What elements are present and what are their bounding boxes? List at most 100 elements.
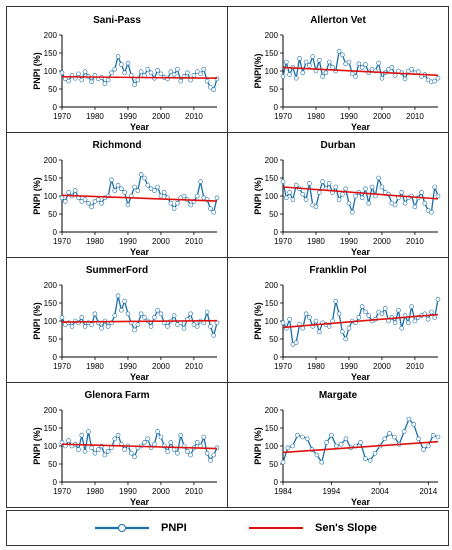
pnpi-data-point [99, 200, 104, 206]
pnpi-data-point [314, 452, 320, 458]
pnpi-data-point [426, 443, 431, 449]
pnpi-data-point [181, 325, 187, 331]
y-tick-label: 150 [265, 424, 279, 433]
chart-svg: Allerton Vet 0 50 100 150 200 1970 1980 1990 2000… [253, 15, 441, 132]
pnpi-data-point [105, 77, 111, 83]
y-tick-label: 150 [44, 299, 58, 308]
pnpi-data-point [319, 459, 325, 465]
pnpi-data-point [333, 298, 339, 304]
pnpi-data-point [409, 66, 414, 72]
pnpi-data-point [204, 450, 210, 456]
x-tick-label: 1990 [119, 112, 137, 121]
pnpi-data-point [293, 75, 299, 81]
pnpi-data-point [185, 70, 190, 76]
pnpi-data-point [171, 313, 177, 318]
pnpi-data-point [112, 188, 118, 193]
pnpi-data-point [198, 71, 203, 77]
x-axis-label: Year [351, 122, 371, 132]
grid-divider-horizontal [7, 257, 448, 258]
pnpi-data-point [89, 322, 94, 327]
x-tick-label: 2014 [419, 487, 437, 496]
pnpi-data-point [158, 71, 164, 77]
pnpi-data-point [379, 311, 385, 317]
y-tick-label: 0 [274, 228, 279, 237]
x-tick-label: 2010 [185, 362, 203, 371]
x-tick-label: 1990 [119, 487, 137, 496]
pnpi-data-point [340, 191, 345, 197]
pnpi-data-point [89, 204, 94, 210]
pnpi-data-point [112, 313, 118, 318]
pnpi-data-point [152, 441, 157, 447]
pnpi-data-point [343, 436, 349, 442]
pnpi-data-point [135, 188, 141, 193]
pnpi-data-point [313, 318, 319, 324]
y-tick-label: 50 [269, 85, 278, 94]
pnpi-data-point [171, 447, 177, 452]
pnpi-data-point [125, 202, 131, 208]
pnpi-data-point [392, 202, 398, 208]
chart-title: Sani-Pass [93, 15, 141, 26]
pnpi-data-point [406, 416, 412, 422]
pnpi-data-point [338, 441, 344, 447]
pnpi-data-point [155, 429, 160, 434]
pnpi-data-point [320, 179, 325, 184]
x-tick-label: 2010 [406, 237, 424, 246]
pnpi-data-point [158, 193, 164, 199]
pnpi-data-point [59, 195, 65, 201]
pnpi-data-point [402, 200, 408, 206]
x-tick-label: 1990 [340, 112, 358, 121]
pnpi-data-point [358, 440, 363, 445]
pnpi-data-point [76, 447, 81, 452]
y-axis-label: PNPI (%) [253, 427, 263, 465]
grid-divider-horizontal [7, 382, 448, 383]
pnpi-data-point [115, 54, 121, 59]
pnpi-data-point [346, 200, 352, 206]
y-tick-label: 200 [44, 31, 58, 40]
y-tick-label: 50 [48, 460, 57, 469]
pnpi-data-point [336, 48, 342, 54]
y-tick-label: 0 [53, 228, 58, 237]
pnpi-data-point [138, 69, 144, 75]
pnpi-data-point [194, 193, 200, 199]
pnpi-data-point [310, 54, 315, 59]
pnpi-data-point [353, 74, 358, 79]
pnpi-data-point [432, 315, 438, 320]
x-tick-label: 1970 [53, 112, 71, 121]
pnpi-data-point [175, 200, 180, 206]
pnpi-data-point [66, 438, 71, 443]
legend-item-pnpi: PNPI [93, 519, 187, 537]
pnpi-data-point [95, 447, 101, 452]
pnpi-data-point [208, 206, 213, 211]
pnpi-data-point [95, 197, 101, 202]
x-tick-label: 2000 [152, 362, 170, 371]
pnpi-data-point [401, 429, 407, 434]
pnpi-data-point [115, 432, 121, 438]
y-tick-label: 200 [265, 281, 279, 290]
pnpi-data-point [343, 336, 348, 342]
pnpi-data-point [297, 56, 302, 61]
pnpi-data-point [168, 200, 174, 206]
pnpi-data-point [155, 67, 160, 73]
y-axis-label: PNPI (%) [32, 177, 42, 215]
pnpi-data-point [185, 449, 190, 454]
y-tick-label: 100 [44, 442, 58, 451]
y-tick-label: 100 [265, 317, 279, 326]
pnpi-data-point [99, 325, 104, 331]
pnpi-data-point [399, 190, 405, 195]
x-tick-label: 2000 [152, 487, 170, 496]
pnpi-data-point [92, 311, 98, 317]
pnpi-data-point [293, 182, 299, 188]
pnpi-data-point [399, 325, 405, 331]
pnpi-data-point [214, 195, 220, 201]
pnpi-data-point [304, 436, 310, 442]
pnpi-data-point [115, 182, 121, 188]
pnpi-data-point [396, 307, 401, 313]
pnpi-data-point [188, 311, 193, 317]
pnpi-data-point [148, 70, 154, 76]
pnpi-data-point [165, 449, 170, 454]
chart-svg: Sani-Pass 0 50 100 150 200 1970 1980 1990 2000 201… [32, 15, 220, 132]
pnpi-data-point [336, 197, 342, 202]
pnpi-data-point [152, 188, 157, 193]
pnpi-data-point [340, 329, 345, 335]
pnpi-data-point [346, 325, 352, 331]
